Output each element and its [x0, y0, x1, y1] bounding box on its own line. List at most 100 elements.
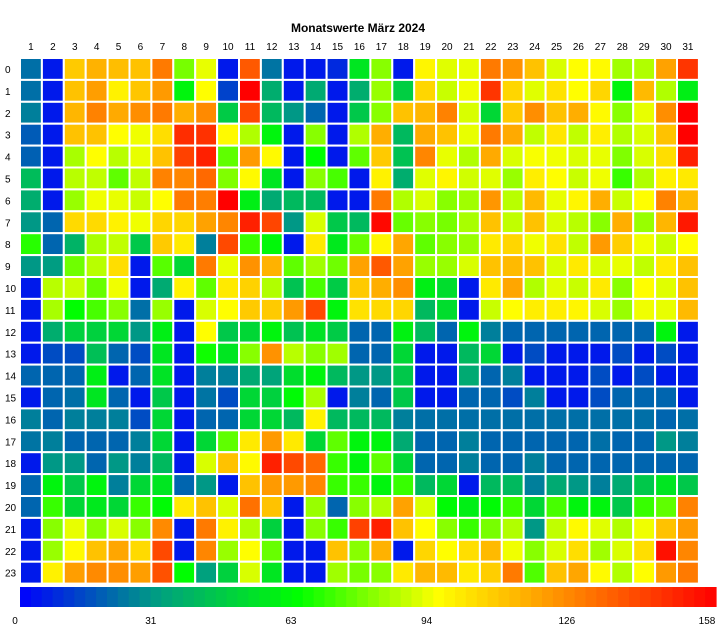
- heatmap-cell: [281, 473, 306, 498]
- heatmap-cell: [216, 122, 241, 147]
- legend-swatch: [324, 587, 336, 607]
- heatmap-cell: [566, 297, 591, 322]
- heatmap-cell: [106, 166, 131, 191]
- heatmap-cell: [654, 297, 678, 322]
- heatmap-cell: [654, 385, 678, 410]
- heatmap-cell: [259, 276, 284, 300]
- heatmap-cell: [610, 319, 635, 344]
- heatmap-cell: [478, 100, 503, 125]
- legend-swatch: [117, 587, 130, 607]
- heatmap-cell: [457, 407, 481, 432]
- heatmap-cell: [676, 495, 700, 519]
- heatmap-cell: [347, 297, 372, 322]
- heatmap-cell: [500, 57, 525, 81]
- heatmap-cell: [544, 385, 569, 410]
- heatmap-cell: [457, 100, 481, 125]
- heatmap-cell: [632, 451, 657, 476]
- legend-swatch: [629, 587, 641, 607]
- heatmap-cell: [216, 319, 241, 344]
- heatmap-cell: [676, 385, 700, 410]
- heatmap-cell: [40, 297, 65, 322]
- heatmap-cell: [369, 122, 394, 147]
- heatmap-cell: [478, 451, 503, 476]
- heatmap-cell: [259, 78, 284, 103]
- heatmap-cell: [150, 100, 175, 125]
- heatmap-cell: [435, 122, 460, 147]
- legend-swatch: [378, 587, 391, 607]
- heatmap-cell: [194, 254, 219, 279]
- heatmap-cell: [172, 57, 197, 81]
- heatmap-cell: [19, 144, 43, 169]
- heatmap-cell: [216, 100, 241, 125]
- legend-tick-label: 63: [285, 616, 297, 627]
- heatmap-cell: [457, 210, 481, 235]
- legend-swatch: [542, 587, 554, 607]
- heatmap-cell: [632, 495, 657, 519]
- y-tick-label: 5: [5, 174, 11, 185]
- heatmap-cell: [369, 78, 394, 103]
- heatmap-cell: [106, 319, 131, 344]
- heatmap-cell: [413, 560, 438, 585]
- heatmap-cell: [500, 538, 525, 563]
- heatmap-cell: [478, 188, 503, 213]
- heatmap-cell: [216, 254, 241, 279]
- heatmap-cell: [216, 407, 241, 432]
- heatmap-cell: [500, 78, 525, 103]
- heatmap-cell: [588, 341, 613, 366]
- heatmap-cell: [19, 341, 43, 366]
- heatmap-cell: [522, 407, 547, 432]
- heatmap-cell: [194, 451, 219, 476]
- heatmap-cell: [172, 188, 197, 213]
- x-tick-label: 22: [485, 42, 497, 53]
- heatmap-cell: [281, 538, 306, 563]
- heatmap-cell: [172, 363, 197, 388]
- heatmap-cell: [40, 188, 65, 213]
- legend-swatch: [694, 587, 706, 607]
- heatmap-cell: [676, 188, 700, 213]
- heatmap-cell: [40, 210, 65, 235]
- heatmap-cell: [62, 100, 87, 125]
- heatmap-cell: [457, 341, 481, 366]
- heatmap-cell: [19, 78, 43, 103]
- heatmap-cell: [544, 495, 569, 519]
- heatmap-cell: [62, 495, 87, 519]
- heatmap-cell: [369, 560, 394, 585]
- heatmap-cell: [676, 407, 700, 432]
- heatmap-cell: [610, 100, 635, 125]
- heatmap-cell: [325, 341, 350, 366]
- legend-swatch: [650, 587, 663, 607]
- heatmap-cell: [84, 429, 109, 454]
- heatmap-cell: [325, 385, 350, 410]
- heatmap-cell: [303, 538, 328, 563]
- heatmap-cell: [632, 538, 657, 563]
- heatmap-cell: [62, 188, 87, 213]
- heatmap-cell: [259, 122, 284, 147]
- heatmap-cell: [369, 341, 394, 366]
- heatmap-cell: [238, 429, 262, 454]
- legend-swatch: [74, 587, 86, 607]
- heatmap-cell: [413, 429, 438, 454]
- heatmap-cell: [40, 254, 65, 279]
- y-tick-label: 16: [5, 415, 17, 426]
- heatmap-cell: [369, 232, 394, 257]
- heatmap-cell: [238, 451, 262, 476]
- heatmap-cell: [391, 100, 416, 125]
- heatmap-cell: [544, 297, 569, 322]
- heatmap-cell: [150, 57, 175, 81]
- heatmap-cell: [216, 429, 241, 454]
- heatmap-cell: [194, 122, 219, 147]
- heatmap-cell: [62, 210, 87, 235]
- heatmap-cell: [566, 451, 591, 476]
- heatmap-cell: [566, 407, 591, 432]
- heatmap-cell: [19, 254, 43, 279]
- heatmap-cell: [391, 495, 416, 519]
- heatmap-cell: [566, 341, 591, 366]
- heatmap-cell: [216, 495, 241, 519]
- heatmap-cell: [259, 57, 284, 81]
- x-tick-label: 1: [28, 42, 34, 53]
- heatmap-cell: [347, 538, 372, 563]
- heatmap-cell: [325, 276, 350, 300]
- heatmap-cell: [435, 516, 460, 541]
- heatmap-cell: [150, 276, 175, 300]
- y-tick-label: 14: [5, 372, 17, 383]
